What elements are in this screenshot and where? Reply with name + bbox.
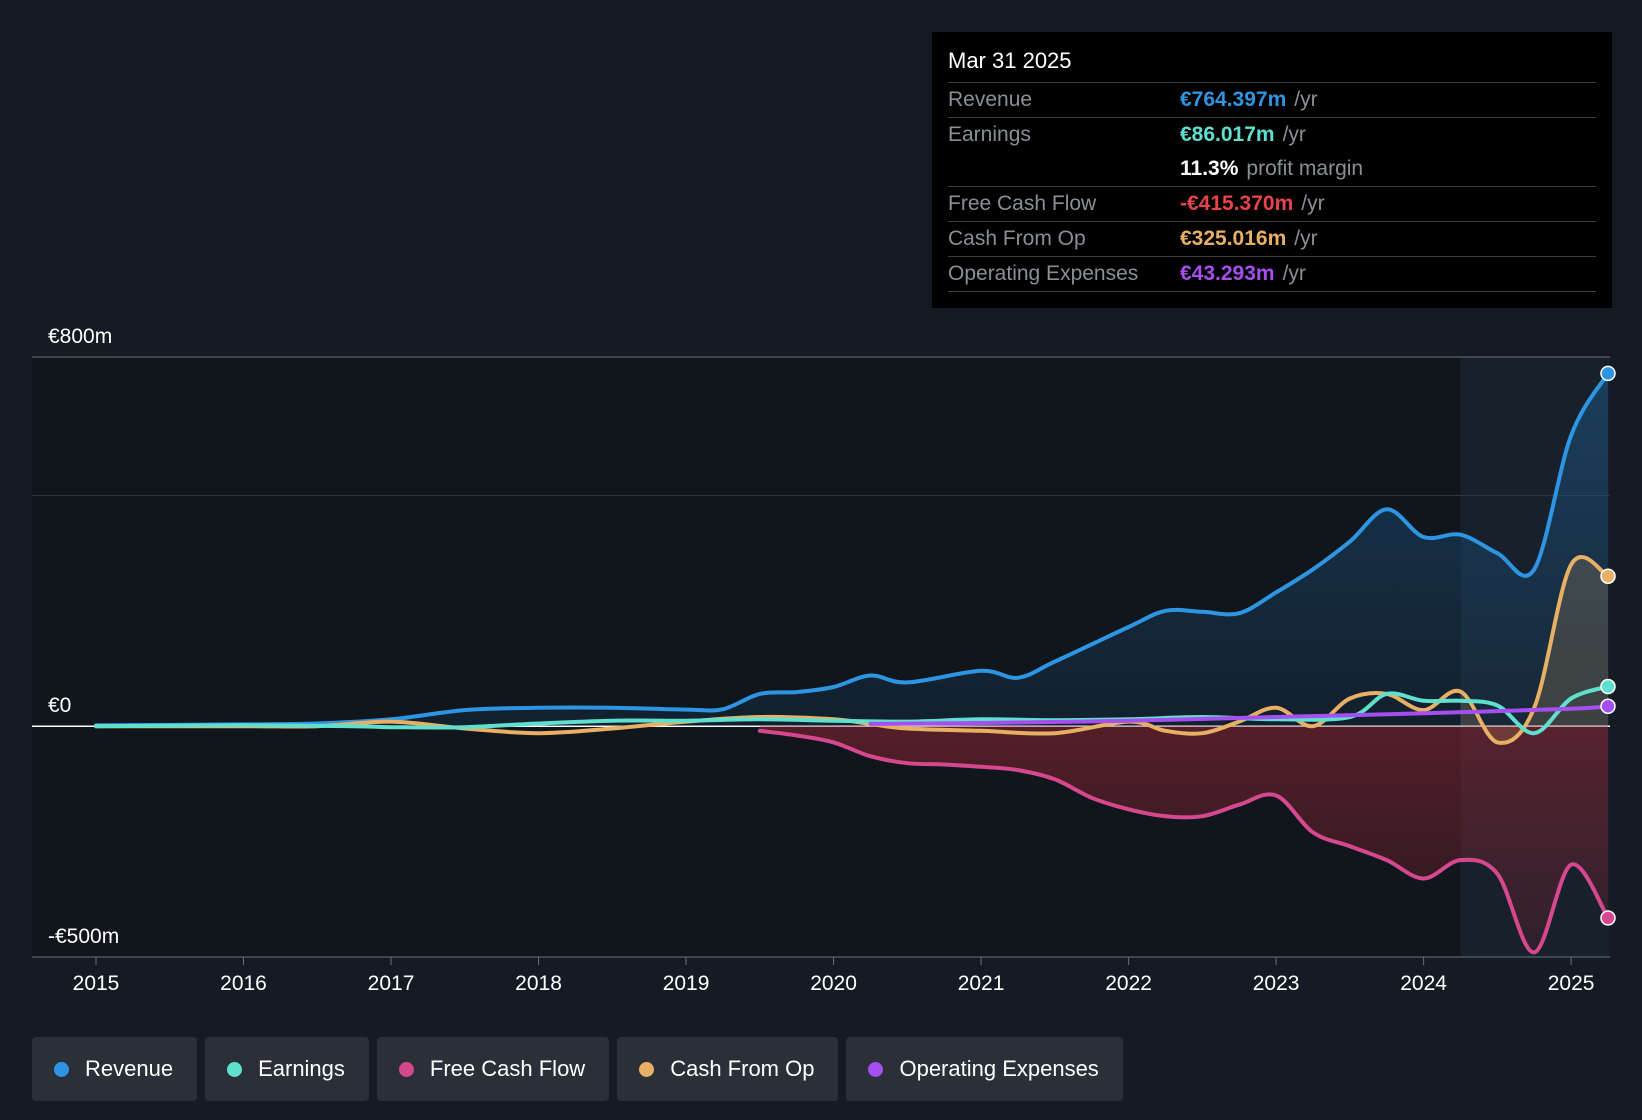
x-tick-label: 2024 <box>1400 972 1447 995</box>
x-tick-label: 2022 <box>1105 972 1152 995</box>
tooltip-value: €764.397m <box>1180 88 1287 111</box>
tooltip-label: Revenue <box>948 88 1033 111</box>
revenue-area <box>96 373 1608 727</box>
tooltip-row-cash-from-op: Cash From Op €325.016m /yr <box>948 222 1596 257</box>
tooltip-row-free-cash-flow: Free Cash Flow -€415.370m /yr <box>948 187 1596 222</box>
chart-legend: Revenue Earnings Free Cash Flow Cash Fro… <box>32 1037 1123 1101</box>
y-tick-label: €0 <box>48 694 71 717</box>
x-tick-label: 2017 <box>368 972 415 995</box>
tooltip-value: €86.017m <box>1180 123 1275 146</box>
legend-item-operating-expenses[interactable]: Operating Expenses <box>846 1037 1123 1101</box>
series-lines <box>94 371 1610 955</box>
tooltip-unit: /yr <box>1282 123 1306 146</box>
x-tick-label: 2018 <box>515 972 562 995</box>
tooltip-unit: /yr <box>1294 88 1318 111</box>
tooltip-value: 11.3% <box>1180 157 1239 180</box>
hover-tooltip: Mar 31 2025 Revenue €764.397m /yr Earnin… <box>932 32 1612 308</box>
tooltip-unit: /yr <box>1282 262 1306 285</box>
legend-dot-icon <box>639 1061 655 1077</box>
tooltip-row-operating-expenses: Operating Expenses €43.293m /yr <box>948 257 1596 292</box>
tooltip-unit: profit margin <box>1246 157 1364 180</box>
tooltip-label: Earnings <box>948 123 1031 146</box>
revenue-line <box>94 371 1610 728</box>
operating-expenses-line <box>868 704 1610 726</box>
free-cash-flow-endpoint <box>1600 910 1616 926</box>
legend-label: Earnings <box>258 1056 345 1081</box>
x-tick-label: 2020 <box>810 972 857 995</box>
tooltip-label: Free Cash Flow <box>948 192 1097 215</box>
x-tick-label: 2016 <box>220 972 267 995</box>
tooltip-label: Cash From Op <box>948 227 1086 250</box>
free-cash-flow-area <box>759 726 1608 953</box>
tooltip-row-revenue: Revenue €764.397m /yr <box>948 83 1596 118</box>
legend-item-revenue[interactable]: Revenue <box>32 1037 198 1101</box>
tooltip-value: €325.016m <box>1180 227 1287 250</box>
x-tick-label: 2025 <box>1548 972 1595 995</box>
legend-dot-icon <box>54 1061 69 1077</box>
legend-item-free-cash-flow[interactable]: Free Cash Flow <box>376 1037 610 1101</box>
legend-item-earnings[interactable]: Earnings <box>205 1037 369 1101</box>
revenue-endpoint <box>1600 365 1616 382</box>
tooltip-date: Mar 31 2025 <box>948 46 1596 83</box>
x-tick-label: 2019 <box>663 972 710 995</box>
legend-label: Free Cash Flow <box>429 1056 586 1081</box>
legend-dot-icon <box>398 1061 414 1077</box>
tooltip-row-profit-margin: 11.3% profit margin <box>948 152 1596 187</box>
tooltip-unit: /yr <box>1301 192 1325 215</box>
x-tick-label: 2023 <box>1253 972 1300 995</box>
legend-label: Operating Expenses <box>899 1056 1099 1081</box>
x-tick-label: 2021 <box>958 972 1005 995</box>
tooltip-label: Operating Expenses <box>948 262 1139 285</box>
cash-from-op-endpoint <box>1600 568 1616 584</box>
tooltip-value: -€415.370m <box>1180 192 1294 215</box>
chart-canvas: €800m€0-€500m 2015 2016 2017 2018 2019 2020 20… <box>32 325 1616 995</box>
x-tick-label: 2015 <box>73 972 120 995</box>
legend-dot-icon <box>227 1061 243 1077</box>
legend-dot-icon <box>868 1061 884 1077</box>
earnings-line <box>94 684 1610 736</box>
free-cash-flow-line <box>757 728 1610 955</box>
y-axis: €800m €0 -€500m <box>48 325 119 948</box>
legend-item-cash-from-op[interactable]: Cash From Op <box>617 1037 839 1101</box>
operating-expenses-endpoint <box>1600 698 1616 714</box>
y-tick-label: -€500m <box>48 925 119 948</box>
earnings-endpoint <box>1600 678 1616 695</box>
tooltip-unit: /yr <box>1294 227 1318 250</box>
y-tick-label: €800m <box>48 325 112 348</box>
legend-label: Revenue <box>85 1056 174 1081</box>
x-axis: 2015 2016 2017 2018 2019 2020 2021 2022 2023 2024… <box>73 957 1595 995</box>
tooltip-row-earnings: Earnings €86.017m /yr <box>948 118 1596 152</box>
tooltip-value: €43.293m <box>1180 262 1275 285</box>
legend-label: Cash From Op <box>670 1056 815 1081</box>
series-endpoints <box>1600 365 1616 926</box>
